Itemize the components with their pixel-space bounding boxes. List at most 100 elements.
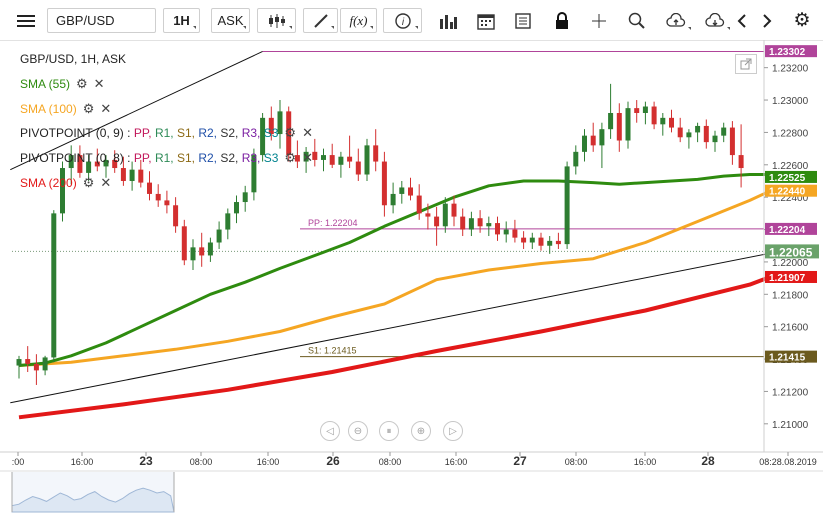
candle-body — [695, 125, 701, 133]
timeframe-selector[interactable]: 1H — [163, 8, 200, 33]
candle-body — [294, 155, 300, 162]
upload-button[interactable] — [658, 8, 694, 33]
layout-button[interactable] — [505, 8, 541, 33]
prev-button[interactable] — [733, 8, 751, 33]
volume-button[interactable] — [430, 8, 466, 33]
candle-body — [738, 155, 744, 169]
draw-tool-button[interactable] — [303, 8, 338, 33]
bars-icon — [440, 14, 457, 29]
candle-body — [373, 145, 379, 162]
time-axis: :00 16:00 23 08:00 16:00 26 08:00 16:00 27 08:00 1… — [12, 452, 817, 468]
price-tag-label: 1.22065 — [769, 245, 813, 259]
gear-icon[interactable]: ⚙ — [82, 101, 95, 116]
x-tick-label: 16:00 — [445, 457, 468, 467]
reset-view-button[interactable]: ⏸ — [379, 421, 399, 441]
candle-body — [338, 156, 344, 165]
price-side-selector[interactable]: ASK — [211, 8, 250, 33]
lock-icon — [556, 11, 568, 29]
gear-icon[interactable]: ⚙ — [284, 150, 297, 165]
candles-icon — [268, 13, 285, 28]
next-button[interactable] — [758, 8, 776, 33]
x-tick-label: 26 — [326, 454, 340, 468]
candle-body — [164, 200, 170, 206]
toolbar: GBP/USD 1H ASK f(x) i — [0, 0, 823, 41]
symbol-selector[interactable]: GBP/USD — [47, 8, 156, 33]
x-tick-label: 08:00 — [379, 457, 402, 467]
info-button[interactable]: i — [383, 8, 422, 33]
layout-icon — [515, 12, 531, 29]
draw-icon — [313, 13, 328, 28]
chart-area[interactable]: PP: 1.22204 S1: 1.21415 1.23200 1.23000 1.2… — [0, 40, 823, 518]
candle-body — [173, 205, 179, 227]
calendar-button[interactable] — [468, 8, 504, 33]
lower-trendline — [10, 253, 768, 404]
pivot-legend-item: R2, — [198, 151, 221, 165]
menu-button[interactable] — [8, 8, 44, 33]
download-button[interactable] — [697, 8, 733, 33]
pan-right-button[interactable]: ▷ — [443, 421, 463, 441]
price-tag — [765, 45, 817, 58]
candles — [16, 83, 744, 385]
price-tag — [765, 170, 817, 183]
close-icon[interactable]: ✕ — [100, 175, 112, 190]
x-tick-label: 08:00 — [565, 457, 588, 467]
close-icon[interactable]: ✕ — [93, 76, 105, 91]
candle-body — [199, 247, 205, 256]
info-icon: i — [394, 12, 411, 29]
lock-button[interactable] — [545, 8, 579, 33]
pivot-legend-item: R3, — [241, 151, 264, 165]
y-tick-label: 1.22400 — [772, 193, 809, 204]
upload-icon — [666, 12, 686, 27]
price-tag-label: 1.22440 — [769, 187, 806, 198]
candle-body — [625, 108, 631, 141]
zoom-out-icon: ⊖ — [353, 425, 363, 437]
function-button[interactable]: f(x) — [340, 8, 377, 33]
zoom-button[interactable] — [620, 8, 654, 33]
candle-body — [660, 117, 666, 125]
price-tag-label: 1.22204 — [769, 225, 806, 236]
close-icon[interactable]: ✕ — [302, 150, 313, 165]
candle-body — [468, 218, 474, 230]
pan-left-button[interactable]: ◁ — [320, 421, 340, 441]
candle-body — [477, 218, 483, 227]
close-icon[interactable]: ✕ — [302, 125, 313, 140]
pp-line-label: PP: 1.22204 — [308, 218, 358, 228]
gear-icon[interactable]: ⚙ — [76, 76, 88, 91]
candle-body — [599, 129, 605, 146]
candle-body — [729, 127, 735, 156]
chevron-left-icon: ◁ — [326, 425, 334, 437]
candle-body — [503, 229, 509, 235]
candle-body — [181, 226, 187, 261]
crosshair-icon — [592, 13, 606, 28]
chart-type-button[interactable] — [257, 8, 296, 33]
navigator[interactable] — [0, 470, 823, 513]
popout-button[interactable] — [735, 54, 757, 74]
crosshair-button[interactable] — [582, 8, 616, 33]
candle-body — [42, 357, 48, 371]
zoom-in-button[interactable]: ⊕ — [411, 421, 431, 441]
gear-icon[interactable]: ⚙ — [284, 125, 297, 140]
candle-body — [303, 151, 309, 162]
candle-body — [529, 237, 535, 243]
menu-icon — [17, 14, 35, 27]
price-tag-label: 1.22525 — [769, 173, 806, 184]
close-icon[interactable]: ✕ — [100, 101, 112, 116]
candle-body — [686, 132, 692, 138]
price-tag — [765, 184, 817, 197]
candle-body — [86, 161, 92, 173]
chart-title: GBP/USD, 1H, ASK — [20, 52, 127, 66]
chevron-right-icon: ▷ — [449, 425, 457, 437]
reset-icon: ⏸ — [386, 425, 392, 437]
pivot-legend-item: S2, — [220, 151, 242, 165]
candle-body — [573, 151, 579, 167]
sma200-label: SMA (200) — [20, 176, 77, 190]
gear-icon[interactable]: ⚙ — [82, 175, 95, 190]
zoom-out-button[interactable]: ⊖ — [348, 421, 368, 441]
candle-body — [216, 229, 222, 243]
download-icon — [705, 12, 725, 27]
settings-button[interactable]: ⚙ — [789, 8, 815, 33]
candle-body — [616, 112, 622, 141]
pivot-legend-item: S2, — [220, 126, 242, 140]
candle-body — [512, 229, 518, 238]
